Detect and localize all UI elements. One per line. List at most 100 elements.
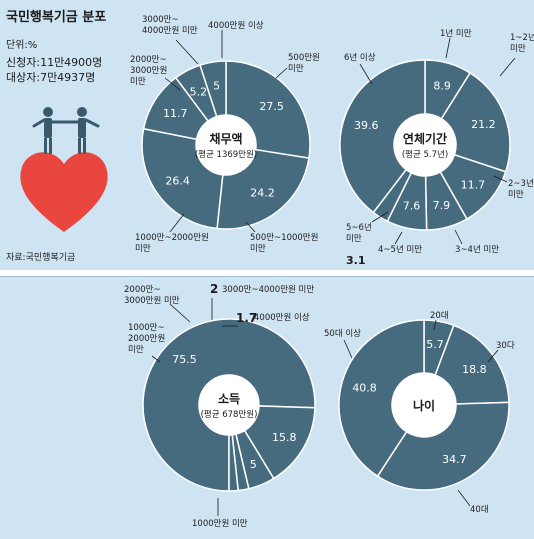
slice-category-label: 3000만원 미만: [124, 296, 180, 306]
person-body: [78, 118, 86, 138]
slice-category-label: 4000만원 이상: [254, 312, 310, 323]
person-body: [44, 118, 52, 138]
leader-line: [169, 303, 191, 323]
chart-subtitle: (평균 1369만원): [195, 149, 257, 160]
donut-center: [199, 375, 259, 435]
person-leg: [44, 138, 47, 154]
slice-value-label: 39.6: [354, 119, 379, 132]
slice-category-label: 미만: [288, 64, 304, 74]
slice-value-label: 1.7: [236, 311, 257, 325]
slice-value-label: 27.5: [259, 100, 284, 113]
slice-category-label: 6년 이상: [344, 52, 376, 63]
slice-value-label: 5: [213, 80, 220, 93]
slice-value-label: 7.6: [403, 200, 421, 213]
slice-value-label: 11.7: [163, 107, 188, 120]
chart-title: 연체기간: [403, 131, 447, 146]
chart-title: 소득: [218, 392, 240, 406]
slice-category-label: 미만: [346, 234, 362, 244]
slice-value-label: 21.2: [471, 118, 496, 131]
slice-value-label: 5.2: [190, 86, 208, 99]
leader-line: [445, 37, 451, 59]
slice-category-label: 1년 미만: [440, 28, 472, 39]
slice-category-label: 30다: [496, 341, 515, 351]
slice-category-label: 1~2년: [510, 32, 534, 43]
person-icon: [43, 107, 53, 154]
slice-value-label: 75.5: [172, 353, 197, 366]
leader-line: [151, 355, 161, 363]
slice-category-label: 미만: [128, 345, 144, 355]
slice-category-label: 3000만~4000만원 미만: [222, 285, 314, 295]
slice-category-label: 4000만원 이상: [208, 20, 264, 31]
slice-category-label: 미만: [508, 190, 524, 200]
slice-value-label: 3.1: [346, 254, 366, 267]
slice-category-label: 2000만~: [124, 285, 161, 295]
donut-center: [394, 114, 456, 176]
slice-value-label: 11.7: [461, 178, 486, 191]
donut-chart-2: 8.9 21.2 11.7 7.9 7.6 39.6 연체기간 (평균 5.7년): [339, 59, 511, 231]
leader-line: [275, 67, 288, 79]
slice-value-label: 2: [210, 282, 218, 296]
heart-illustration: [20, 107, 108, 232]
leader-line: [164, 77, 181, 91]
slice-category-label: 2000만~: [130, 55, 167, 65]
chart-title: 나이: [413, 398, 435, 413]
slice-category-label: 4~5년 미만: [378, 244, 422, 255]
recipients-count: 대상자:7만4937명: [6, 71, 96, 84]
slice-value-label: 7.9: [433, 199, 451, 212]
slice-category-label: 20대: [430, 311, 449, 321]
leader-line: [493, 175, 508, 183]
heart-icon: [20, 152, 108, 232]
slice-value-label: 5: [250, 458, 257, 471]
leader-line: [245, 221, 256, 233]
slice-category-label: 3~4년 미만: [455, 244, 499, 255]
holding-hands-arms: [32, 118, 100, 128]
unit-label: 단위:%: [6, 40, 38, 51]
slice-value-label: 40.8: [352, 381, 377, 394]
person-head: [43, 107, 53, 117]
slice-category-label: 미만: [130, 77, 146, 87]
person-leg: [49, 138, 52, 154]
slice-value-label: 18.8: [462, 363, 487, 376]
pie-slice: [141, 127, 224, 230]
slice-category-label: 500만원: [288, 53, 320, 63]
leader-line: [169, 213, 185, 233]
leader-line: [371, 211, 389, 223]
slice-category-label: 3000만원: [130, 66, 167, 76]
slice-category-label: 50대 이상: [324, 328, 361, 339]
slice-value-label: 24.2: [250, 187, 275, 200]
chart-subtitle: (평균 5.7년): [402, 149, 448, 160]
donut-center: [392, 373, 456, 437]
chart-subtitle: (평균 678만원): [201, 409, 258, 420]
applicants-count: 신청자:11만4900명: [6, 56, 103, 69]
slice-category-label: 500만~1000만원: [250, 233, 318, 243]
chart-title: 채무액: [209, 131, 242, 146]
slice-category-label: 미만: [135, 244, 151, 254]
panel-divider: [0, 270, 534, 276]
slice-category-label: 2000만원: [128, 334, 165, 344]
donut-chart-4: 5.7 18.8 34.7 40.8 나이: [338, 319, 510, 491]
leader-line: [394, 231, 403, 245]
slice-category-label: 5~6년: [346, 222, 372, 233]
slice-category-label: 2~3년: [508, 178, 534, 189]
donut-chart-3: 75.5 15.8 5 소득 (평균 678만원): [142, 318, 316, 492]
donut-center: [196, 115, 256, 175]
slice-category-label: 미만: [510, 44, 526, 54]
slice-value-label: 5.7: [426, 338, 444, 351]
slice-category-label: 40대: [470, 505, 489, 515]
slice-value-label: 26.4: [165, 175, 190, 188]
leader-line: [487, 349, 499, 363]
person-icon: [77, 107, 87, 154]
slice-category-label: 1000만~: [128, 323, 165, 333]
leader-line: [454, 229, 463, 245]
leader-line: [499, 57, 516, 77]
slice-category-label: 미만: [250, 244, 266, 254]
person-leg: [78, 138, 81, 154]
donut-chart-1: 27.5 24.2 26.4 11.75.2 5 채무액 (평균 1369만원): [141, 60, 311, 230]
slice-category-label: 3000만~: [142, 15, 179, 25]
slice-category-label: 4000만원 미만: [142, 26, 198, 36]
slice-value-label: 8.9: [433, 79, 451, 92]
leader-line: [343, 339, 353, 359]
